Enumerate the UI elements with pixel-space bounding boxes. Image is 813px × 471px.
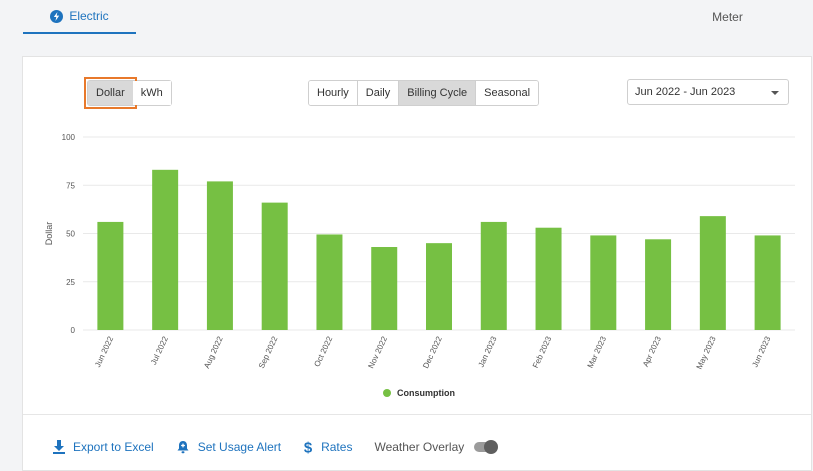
rates-button[interactable]: $ Rates (303, 440, 353, 455)
x-tick-label: Jun 2022 (93, 335, 115, 369)
date-range-dropdown[interactable]: Jun 2022 - Jun 2023 (627, 79, 789, 105)
chart-bar (261, 202, 288, 330)
tab-meter[interactable]: Meter (690, 0, 765, 34)
chart-bar (699, 216, 726, 330)
tab-bar: Electric Meter (0, 0, 813, 34)
x-tick-label: Feb 2023 (531, 335, 554, 370)
chart-bar (97, 221, 124, 330)
unit-toggle: Dollar kWh (84, 77, 172, 109)
unit-dollar-button[interactable]: Dollar (84, 77, 137, 109)
footer-divider (23, 414, 811, 415)
x-tick-label: May 2023 (695, 335, 718, 371)
chart-bar (645, 239, 672, 330)
unit-kwh-button[interactable]: kWh (132, 81, 171, 105)
chevron-down-icon (771, 91, 779, 95)
chart-bar (754, 235, 781, 330)
y-tick-label: 50 (66, 230, 75, 239)
rates-label: Rates (321, 440, 353, 454)
interval-hourly-button[interactable]: Hourly (309, 81, 358, 105)
weather-overlay-toggle[interactable] (474, 440, 499, 454)
chart-bar (316, 234, 343, 330)
consumption-chart: 0 25 50 75 100 Dollar Jun 2022 Jul 2022 Aug 2022… (44, 133, 795, 398)
x-tick-label: Jun 2023 (750, 335, 772, 369)
dollar-icon: $ (303, 440, 313, 455)
date-range-value: Jun 2022 - Jun 2023 (635, 86, 736, 98)
y-axis-label: Dollar (44, 222, 54, 246)
chart-bar (371, 247, 398, 330)
interval-daily-button[interactable]: Daily (357, 81, 400, 105)
toggle-knob (484, 440, 499, 454)
interval-seasonal-button[interactable]: Seasonal (476, 81, 539, 105)
tab-electric-label: Electric (69, 9, 109, 23)
y-tick-label: 75 (66, 181, 75, 190)
usage-card: Dollar kWh Hourly Daily Billing Cycle Se… (22, 56, 812, 471)
bell-alert-icon (176, 440, 190, 454)
legend-swatch (383, 389, 391, 397)
x-tick-label: Oct 2022 (312, 335, 334, 369)
chart-bar (206, 181, 233, 330)
weather-overlay-label: Weather Overlay (374, 440, 465, 454)
x-tick-label: Mar 2023 (586, 335, 609, 370)
y-tick-label: 0 (71, 326, 76, 335)
legend-label: Consumption (397, 388, 455, 398)
x-tick-label: Jan 2023 (477, 335, 499, 369)
set-usage-alert-button[interactable]: Set Usage Alert (176, 440, 281, 454)
y-tick-label: 100 (62, 133, 76, 142)
x-tick-label: Sep 2022 (257, 335, 280, 370)
x-tick-label: Apr 2023 (641, 335, 663, 369)
chart-bar (426, 243, 452, 330)
download-icon (53, 440, 65, 454)
set-usage-alert-label: Set Usage Alert (197, 440, 282, 454)
chart-actions: Export to Excel Set Usage Alert $ Rates … (53, 437, 499, 457)
tab-electric[interactable]: Electric (23, 0, 136, 34)
lightning-bolt-icon (50, 9, 64, 23)
x-tick-label: Jul 2022 (149, 335, 170, 367)
chart-bar (590, 235, 617, 330)
interval-selector: Hourly Daily Billing Cycle Seasonal (308, 80, 540, 106)
chart-bar (480, 221, 507, 330)
chart-bar (152, 169, 179, 330)
chart-bar (535, 227, 562, 330)
export-excel-button[interactable]: Export to Excel (53, 440, 154, 454)
x-tick-label: Dec 2022 (421, 335, 444, 370)
x-tick-label: Aug 2022 (202, 335, 225, 370)
tab-meter-label: Meter (712, 10, 743, 24)
export-excel-label: Export to Excel (73, 440, 154, 454)
svg-text:$: $ (304, 440, 313, 455)
y-tick-label: 25 (66, 278, 75, 287)
x-tick-label: Nov 2022 (366, 335, 389, 370)
interval-billing-cycle-button[interactable]: Billing Cycle (399, 81, 477, 105)
